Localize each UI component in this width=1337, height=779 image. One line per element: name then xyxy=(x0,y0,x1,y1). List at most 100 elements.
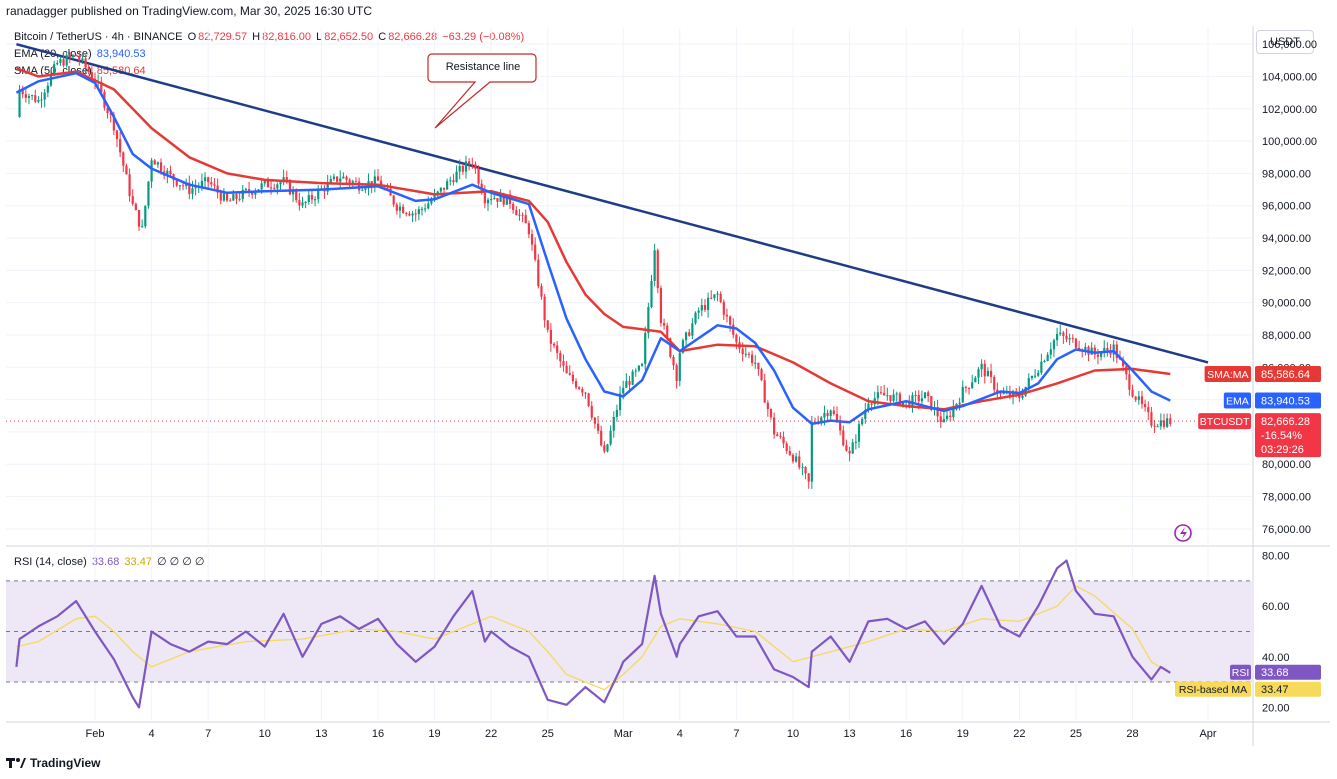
candle-body xyxy=(310,195,314,200)
candle-body xyxy=(945,415,949,420)
candle-body xyxy=(666,325,669,339)
price-label-value: 83,940.53 xyxy=(1261,396,1310,408)
candle-body xyxy=(996,389,999,393)
time-tick-label: Apr xyxy=(1199,728,1216,740)
candle-body xyxy=(1002,393,1005,395)
candle-body xyxy=(524,215,527,224)
symbol-title[interactable]: Bitcoin / TetherUS · 4h · BINANCE xyxy=(14,31,183,43)
candle-body xyxy=(427,203,430,209)
candle-body xyxy=(181,185,185,187)
candle-body xyxy=(468,161,471,165)
candle-body xyxy=(1008,392,1012,397)
candle-body xyxy=(791,454,795,462)
candle-body xyxy=(402,206,405,214)
price-label-value-box xyxy=(1255,365,1321,382)
candle-body xyxy=(901,401,905,405)
candle-body xyxy=(625,381,628,388)
rsi-legend[interactable]: RSI (14, close) 33.68 33.47 ∅ ∅ ∅ ∅ xyxy=(14,555,207,568)
rsi-band xyxy=(6,580,1253,683)
candle-body xyxy=(1153,425,1156,427)
candle-body xyxy=(832,410,835,414)
candle-body xyxy=(939,416,942,422)
candle-body xyxy=(512,203,515,211)
candle-body xyxy=(578,387,581,390)
candle-body xyxy=(669,338,672,357)
tradingview-logo[interactable]: TradingView xyxy=(6,756,100,770)
candle-body xyxy=(1147,407,1150,413)
candle-body xyxy=(612,417,615,431)
candle-body xyxy=(238,198,241,200)
candle-body xyxy=(908,400,911,407)
currency-badge[interactable]: USDT xyxy=(1256,30,1314,54)
candle-body xyxy=(757,362,760,370)
candle-body xyxy=(134,203,137,211)
candle-body xyxy=(729,316,732,325)
price-tick-label: 88,000.00 xyxy=(1262,330,1311,342)
candle-body xyxy=(656,250,659,289)
candle-body xyxy=(125,165,128,175)
candle-body xyxy=(725,314,729,317)
candle-body xyxy=(795,456,798,462)
candle-body xyxy=(1027,378,1030,387)
candle-body xyxy=(1021,395,1024,398)
price-label-name-box xyxy=(1223,392,1251,409)
candle-body xyxy=(455,171,458,183)
candle-body xyxy=(1030,375,1034,379)
candle-body xyxy=(571,374,574,382)
price-label-btcusdt: BTCUSDT 82,666.28 -16.54% 03:29:26 xyxy=(1198,413,1321,458)
candle-body xyxy=(917,394,920,402)
candle-body xyxy=(351,181,354,183)
candle-body xyxy=(835,413,839,423)
candle-body xyxy=(804,467,807,474)
candle-body xyxy=(1071,338,1074,340)
candle-body xyxy=(31,95,34,97)
price-tick-label: 104,000.00 xyxy=(1262,71,1317,83)
candle-body xyxy=(691,323,694,336)
price-label-value-box xyxy=(1255,413,1321,458)
candle-body xyxy=(732,324,735,335)
candle-body xyxy=(398,206,402,211)
candle-body xyxy=(1162,420,1166,427)
candle-body xyxy=(345,176,348,180)
candle-body xyxy=(672,356,675,366)
candle-body xyxy=(785,443,788,452)
candle-body xyxy=(339,178,342,182)
candle-body xyxy=(326,182,329,192)
annotation-callout xyxy=(427,53,537,129)
close-value: 82,666.28 xyxy=(388,31,438,43)
candle-body xyxy=(483,192,486,204)
price-tick-label: 102,000.00 xyxy=(1262,104,1317,116)
candle-body xyxy=(53,64,56,74)
candle-body xyxy=(1122,359,1125,367)
resistance-annotation[interactable]: Resistance line xyxy=(427,53,537,129)
candle-body xyxy=(521,214,524,216)
candle-body xyxy=(276,184,279,189)
time-tick-label: 28 xyxy=(1126,728,1138,740)
candle-body xyxy=(408,213,411,216)
lightning-icon[interactable] xyxy=(1174,524,1192,542)
candle-body xyxy=(606,444,609,452)
candle-body xyxy=(1059,332,1062,334)
price-label-countdown: 03:29:26 xyxy=(1261,444,1304,456)
rsi-ma-name-box xyxy=(1175,681,1251,697)
candle-body xyxy=(128,174,131,197)
axes: 76,000.0078,000.0080,000.0082,000.0084,0… xyxy=(86,39,1321,740)
candle-body xyxy=(474,164,477,169)
candle-body xyxy=(254,191,257,195)
rsi-tick-label: 40.00 xyxy=(1262,652,1290,664)
candle-body xyxy=(644,333,647,364)
candle-body xyxy=(222,193,226,201)
candle-body xyxy=(59,59,62,64)
candle-body xyxy=(178,185,181,187)
ema20-line xyxy=(15,71,1171,426)
candle-body xyxy=(458,165,461,172)
candle-body xyxy=(464,161,468,172)
candle-body xyxy=(147,181,150,206)
candle-body xyxy=(722,301,725,315)
candle-body xyxy=(515,210,518,216)
candle-body xyxy=(964,386,968,388)
price-tick-label: 106,000.00 xyxy=(1262,39,1317,51)
candle-body xyxy=(1144,404,1147,408)
candle-body xyxy=(653,250,656,281)
